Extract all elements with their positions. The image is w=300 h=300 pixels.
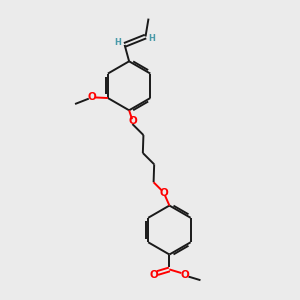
Text: H: H [149,34,155,43]
Text: O: O [181,270,189,280]
Text: O: O [159,188,168,198]
Text: O: O [149,270,158,280]
Text: O: O [87,92,96,102]
Text: O: O [128,116,137,126]
Text: H: H [115,38,122,47]
